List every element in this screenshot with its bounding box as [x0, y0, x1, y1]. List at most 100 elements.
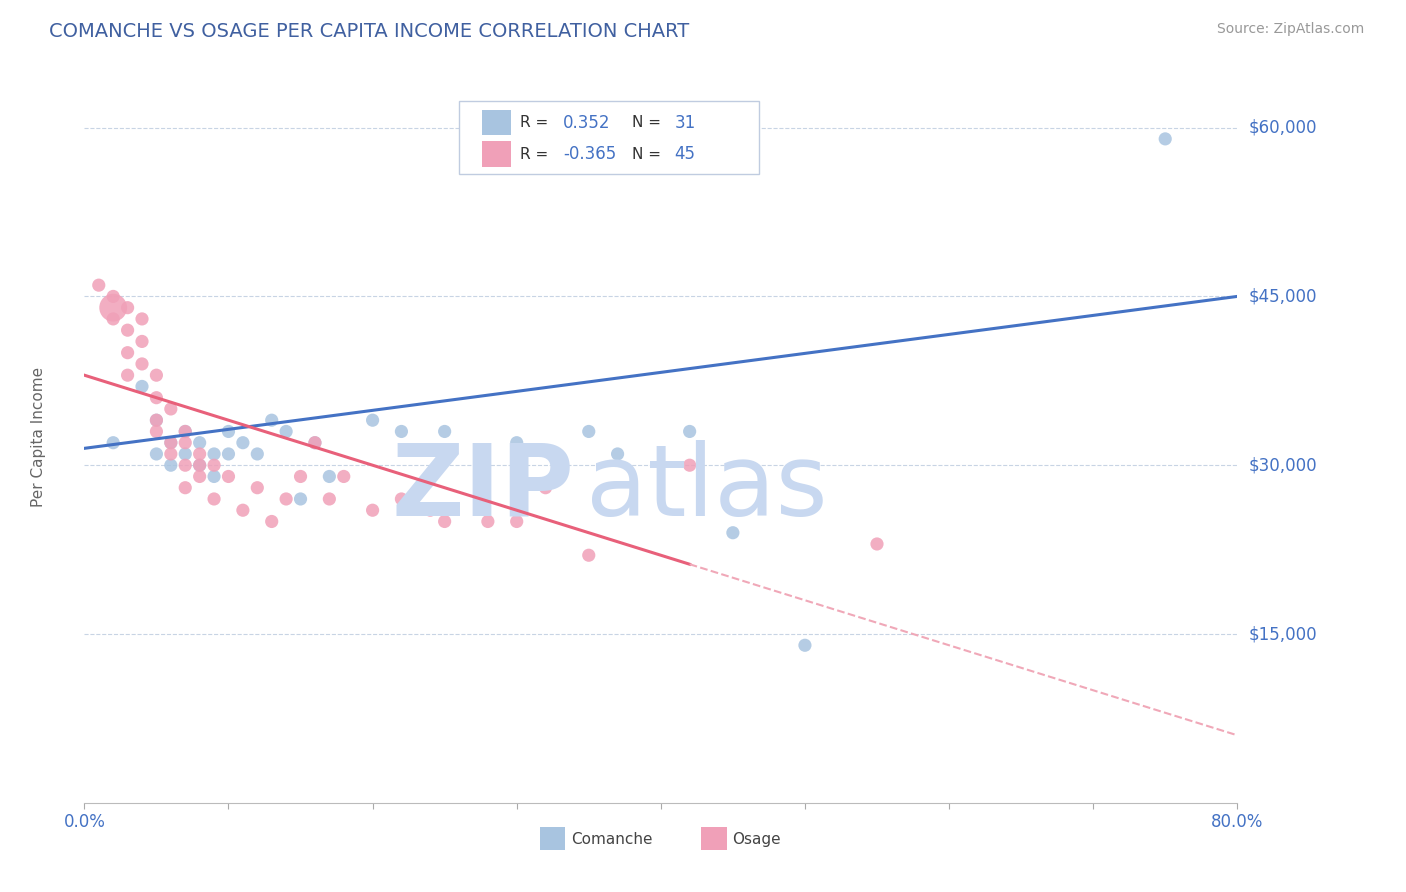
- Point: [419, 503, 441, 517]
- Point: [260, 515, 283, 529]
- Text: -0.365: -0.365: [562, 145, 616, 163]
- Point: [145, 413, 167, 427]
- Text: 31: 31: [675, 113, 696, 131]
- Point: [145, 425, 167, 439]
- Point: [174, 447, 197, 461]
- Point: [1154, 132, 1177, 146]
- Point: [145, 391, 167, 405]
- Text: $60,000: $60,000: [1249, 119, 1317, 136]
- Point: [578, 548, 600, 562]
- Point: [506, 515, 529, 529]
- Point: [218, 447, 240, 461]
- Point: [318, 469, 340, 483]
- Text: 45: 45: [675, 145, 696, 163]
- Point: [333, 469, 356, 483]
- Point: [866, 537, 889, 551]
- Point: [117, 323, 139, 337]
- Point: [260, 413, 283, 427]
- Point: [218, 469, 240, 483]
- Text: N =: N =: [633, 146, 661, 161]
- Point: [304, 435, 326, 450]
- Point: [794, 638, 817, 652]
- Point: [232, 503, 254, 517]
- FancyBboxPatch shape: [460, 101, 759, 174]
- Point: [202, 458, 225, 473]
- Point: [188, 458, 211, 473]
- Point: [174, 481, 197, 495]
- Point: [103, 301, 124, 315]
- Text: atlas: atlas: [586, 440, 828, 537]
- Text: Source: ZipAtlas.com: Source: ZipAtlas.com: [1216, 22, 1364, 37]
- Point: [276, 425, 298, 439]
- FancyBboxPatch shape: [702, 827, 727, 850]
- Point: [433, 425, 456, 439]
- Point: [188, 458, 211, 473]
- Point: [174, 458, 197, 473]
- Point: [131, 357, 153, 371]
- Point: [578, 425, 600, 439]
- Point: [145, 447, 167, 461]
- Point: [304, 435, 326, 450]
- Text: Osage: Osage: [733, 832, 780, 847]
- Point: [391, 425, 413, 439]
- Point: [188, 447, 211, 461]
- Text: R =: R =: [520, 115, 548, 130]
- Point: [679, 425, 702, 439]
- Point: [131, 334, 153, 349]
- Text: 0.352: 0.352: [562, 113, 610, 131]
- Point: [103, 312, 124, 326]
- Point: [202, 447, 225, 461]
- Text: $30,000: $30,000: [1249, 456, 1317, 475]
- Point: [477, 515, 499, 529]
- Text: $15,000: $15,000: [1249, 625, 1317, 643]
- Point: [188, 435, 211, 450]
- Point: [145, 368, 167, 383]
- Text: N =: N =: [633, 115, 661, 130]
- Point: [160, 401, 183, 416]
- Point: [160, 435, 183, 450]
- FancyBboxPatch shape: [482, 110, 510, 136]
- Point: [117, 345, 139, 359]
- FancyBboxPatch shape: [482, 141, 510, 167]
- Point: [232, 435, 254, 450]
- Text: R =: R =: [520, 146, 548, 161]
- Point: [276, 491, 298, 506]
- Point: [361, 413, 384, 427]
- Point: [433, 515, 456, 529]
- Text: COMANCHE VS OSAGE PER CAPITA INCOME CORRELATION CHART: COMANCHE VS OSAGE PER CAPITA INCOME CORR…: [49, 22, 689, 41]
- Point: [160, 435, 183, 450]
- Point: [174, 425, 197, 439]
- Point: [145, 413, 167, 427]
- Point: [679, 458, 702, 473]
- Point: [174, 425, 197, 439]
- Point: [202, 491, 225, 506]
- Point: [174, 435, 197, 450]
- Point: [87, 278, 110, 293]
- Point: [246, 447, 269, 461]
- Point: [160, 458, 183, 473]
- Text: ZIP: ZIP: [391, 440, 575, 537]
- Point: [103, 435, 124, 450]
- Point: [606, 447, 628, 461]
- Point: [103, 289, 124, 303]
- Point: [131, 379, 153, 393]
- Point: [361, 503, 384, 517]
- Point: [160, 447, 183, 461]
- Text: $45,000: $45,000: [1249, 287, 1317, 305]
- Text: Comanche: Comanche: [571, 832, 652, 847]
- Point: [721, 525, 744, 540]
- Point: [290, 469, 312, 483]
- Point: [188, 469, 211, 483]
- Point: [318, 491, 340, 506]
- Point: [117, 368, 139, 383]
- Point: [218, 425, 240, 439]
- Point: [117, 301, 139, 315]
- Point: [290, 491, 312, 506]
- Point: [391, 491, 413, 506]
- Point: [246, 481, 269, 495]
- Point: [506, 435, 529, 450]
- Text: Per Capita Income: Per Capita Income: [31, 367, 46, 508]
- Point: [131, 312, 153, 326]
- FancyBboxPatch shape: [540, 827, 565, 850]
- Point: [202, 469, 225, 483]
